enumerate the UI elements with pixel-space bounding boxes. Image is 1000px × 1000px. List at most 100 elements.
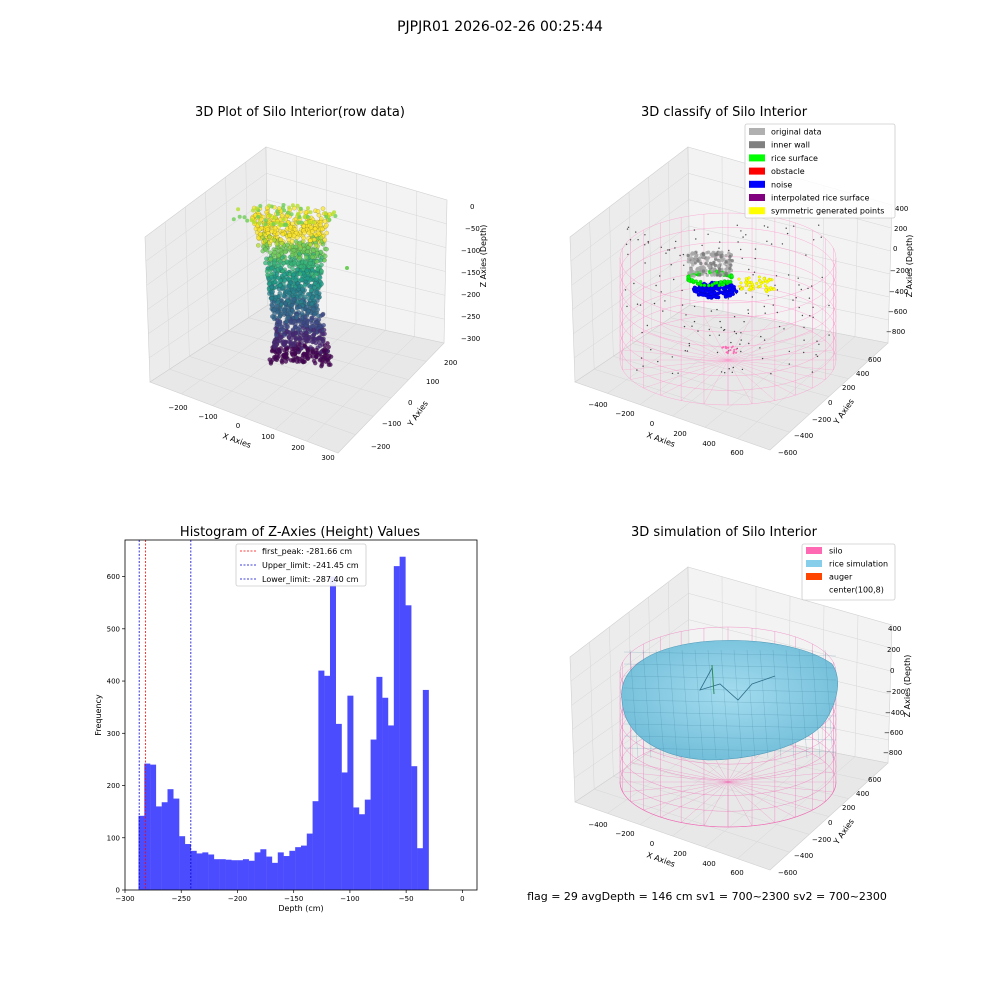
raw-point (298, 246, 303, 251)
legend-entry: auger (829, 573, 853, 582)
raw-point (298, 330, 304, 335)
interpolated-point (797, 277, 799, 279)
raw-point (301, 242, 306, 248)
symmetric-point (744, 280, 748, 284)
raw-point (295, 299, 301, 305)
raw-point (296, 220, 301, 225)
mesh-line (746, 649, 756, 759)
raw-point (285, 324, 290, 330)
mesh-line (759, 649, 769, 759)
p3-ytick-1: 100 (107, 834, 120, 842)
raw-point (289, 212, 294, 217)
interpolated-point (691, 325, 693, 327)
histogram-bar (283, 856, 290, 890)
p1-xtick-2: 0 (236, 422, 240, 430)
raw-point (305, 346, 310, 351)
legend-entry: rice simulation (829, 560, 888, 569)
inner-wall-point (729, 263, 733, 267)
interpolated-point (767, 295, 769, 297)
interpolated-point (740, 350, 742, 353)
panel2-classified-points (624, 224, 830, 375)
raw-point (283, 301, 288, 306)
p3-xtick-5: −50 (399, 895, 414, 903)
inner-wall-point (710, 273, 714, 277)
raw-point (288, 358, 294, 363)
silo-base-spoke (727, 359, 796, 396)
histogram-bar (417, 848, 424, 890)
raw-point (295, 203, 300, 208)
raw-point (319, 216, 324, 221)
interpolated-point (793, 225, 795, 227)
histogram-bar (213, 859, 220, 890)
interpolated-point (776, 289, 779, 291)
raw-point (280, 285, 286, 291)
interpolated-point (798, 284, 800, 286)
noise-point (714, 295, 719, 300)
histogram-bar (364, 799, 371, 890)
interpolated-point (728, 368, 730, 370)
histogram-bar (289, 850, 296, 890)
interpolated-point (740, 332, 742, 334)
interpolated-point (821, 276, 823, 279)
raw-point (313, 281, 318, 286)
inner-wall-point (691, 263, 695, 267)
histogram-xlabel: Depth (cm) (278, 904, 323, 913)
raw-point (286, 237, 291, 243)
raw-point (277, 319, 283, 325)
interpolated-point (736, 224, 738, 226)
raw-point (315, 267, 320, 272)
raw-point (285, 315, 291, 320)
interpolated-point (811, 371, 814, 373)
interpolated-point (724, 372, 726, 374)
raw-point (279, 241, 285, 246)
panel2-z-ticks: 400 200 0 −200 −400 −600 −800 (886, 205, 909, 336)
raw-point (308, 238, 313, 243)
legend-entry: silo (829, 547, 843, 556)
inner-wall-point (698, 273, 702, 277)
raw-point (269, 266, 274, 271)
histogram-bar (277, 852, 284, 890)
noise-point (716, 291, 721, 296)
interpolated-point (642, 365, 644, 367)
interpolated-point (754, 248, 757, 250)
raw-point (317, 343, 323, 349)
inner-wall-point (693, 255, 698, 259)
interpolated-point (792, 299, 794, 301)
raw-point (323, 356, 328, 361)
panel4-legend: silo rice simulation auger center(100,8) (801, 543, 896, 601)
interpolated-point (763, 225, 766, 227)
p3-xtick-6: 0 (460, 895, 464, 903)
histogram-x-ticks: −300 −250 −200 −150 −100 −50 0 (115, 890, 465, 903)
panel2-y-ticks: −600 −400 −200 0 200 400 600 (778, 356, 881, 457)
panel2-legend: original data inner wall rice surface obsta… (744, 123, 896, 219)
interpolated-point (800, 288, 802, 291)
rice-surface-point (694, 279, 698, 283)
histogram-bar (242, 859, 249, 890)
p1-ytick-4: 200 (444, 359, 457, 367)
raw-point (291, 289, 296, 295)
inner-wall-point (688, 271, 692, 275)
raw-point (279, 334, 284, 340)
silo-base-spoke (727, 781, 813, 811)
inner-wall-point (706, 256, 711, 260)
raw-point (236, 207, 241, 212)
inner-wall-point (725, 264, 730, 268)
raw-point (272, 250, 277, 255)
raw-point (254, 206, 259, 211)
rice-surface-point (719, 280, 723, 284)
interpolated-point (781, 243, 784, 245)
panel4-x-ticks: −400 −200 0 200 400 600 (588, 821, 743, 877)
interpolated-point (716, 308, 718, 311)
mesh-line (623, 699, 837, 705)
raw-point (271, 237, 277, 243)
interpolated-point (693, 320, 696, 323)
interpolated-point (753, 271, 756, 273)
p3-xtick-0: −300 (115, 895, 134, 903)
p3-xtick-2: −200 (228, 895, 247, 903)
raw-point (314, 320, 320, 325)
raw-point (237, 214, 242, 219)
inner-wall-point (717, 259, 722, 263)
histogram-bar (341, 772, 348, 890)
raw-point (269, 275, 274, 280)
mesh-line (623, 711, 837, 717)
